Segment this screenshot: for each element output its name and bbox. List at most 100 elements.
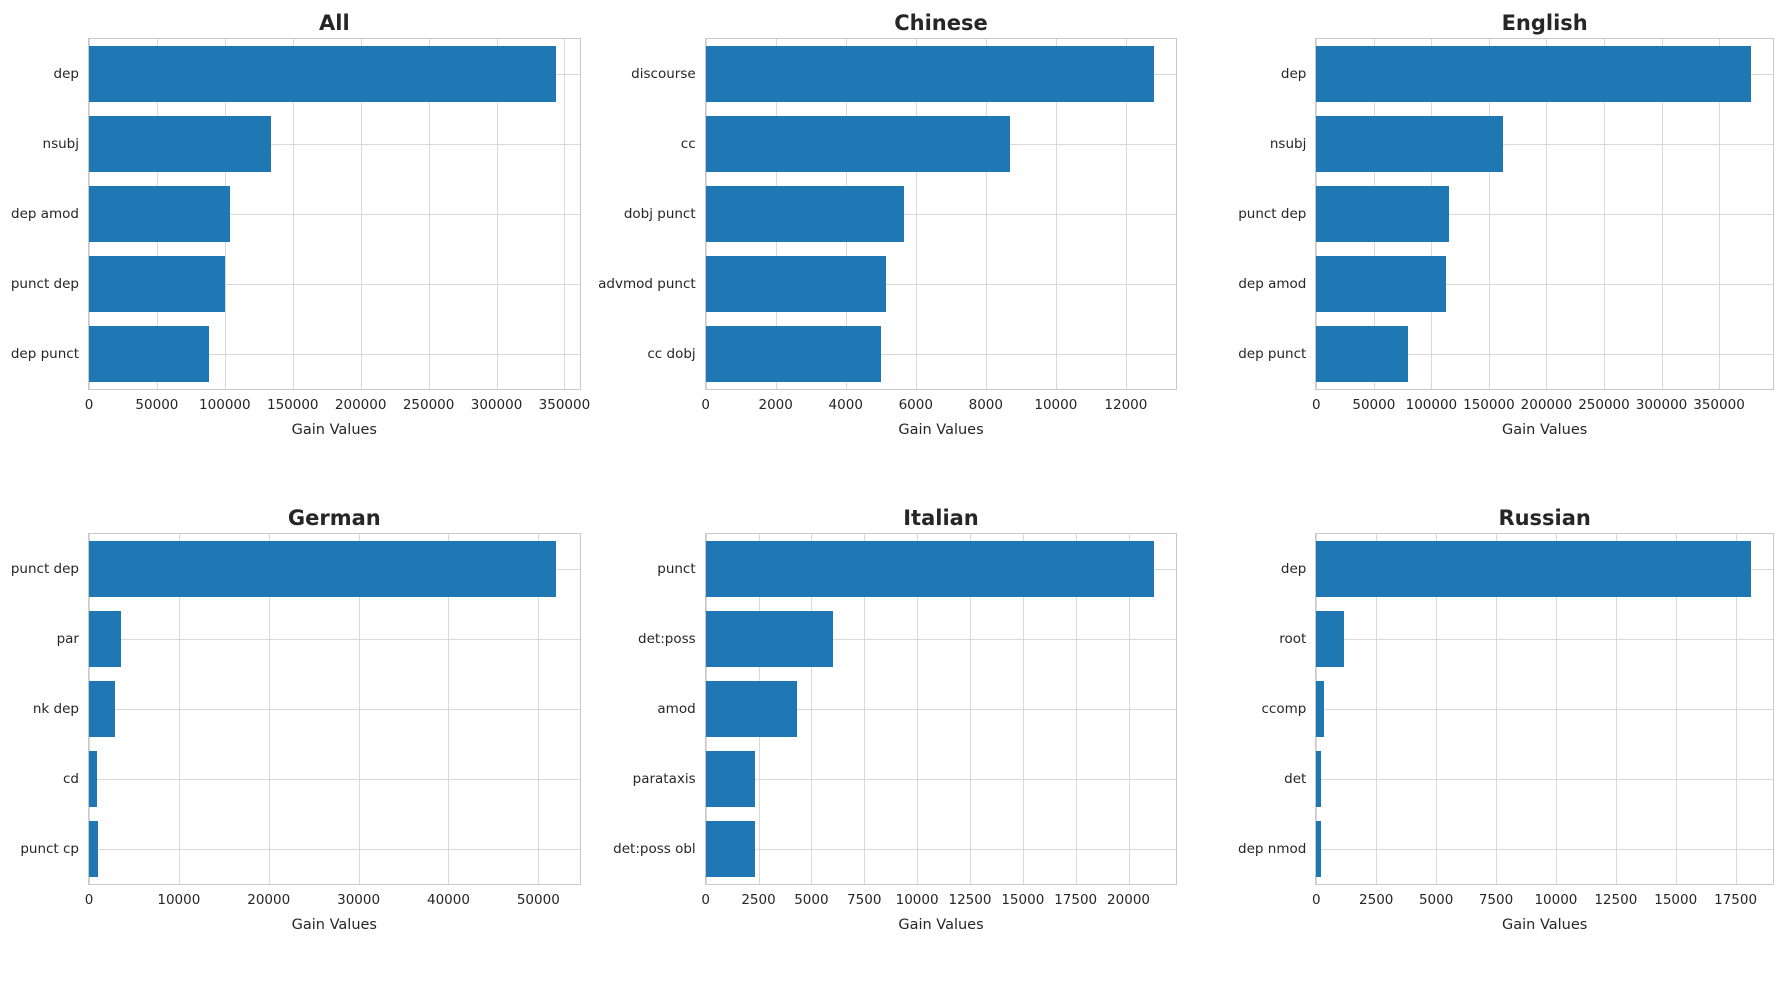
x-tick-label: 15000 — [1654, 891, 1698, 908]
y-category-label: dobj punct — [623, 206, 696, 222]
chart-panel-german: German 0 10000 20000 30000 40000 50000 punct d… — [0, 495, 597, 989]
gridline-horizontal — [89, 284, 580, 285]
bar-punct-dep — [89, 540, 557, 597]
bar-cc-dobj — [705, 326, 881, 382]
x-tick-label: 250000 — [1578, 397, 1630, 413]
y-category-label: dep punct — [10, 346, 79, 362]
bar-dep-amod — [1316, 256, 1447, 312]
x-axis-label: Gain Values — [898, 422, 984, 438]
gridline-horizontal — [89, 848, 580, 850]
gridline-horizontal — [705, 708, 1177, 710]
x-tick-label: 100000 — [199, 397, 251, 413]
chart-title: All — [319, 11, 350, 35]
x-tick-label: 150000 — [1463, 397, 1515, 413]
x-tick-label: 10000 — [1034, 397, 1078, 413]
x-tick-label: 20000 — [247, 891, 291, 908]
y-category-label: det — [1284, 770, 1307, 787]
bar-advmod-punct — [705, 256, 886, 312]
y-category-label: root — [1279, 630, 1307, 647]
gridline-horizontal — [705, 284, 1177, 285]
bar-discourse — [705, 46, 1154, 102]
x-tick-label: 300000 — [1635, 397, 1688, 413]
x-tick-label: 6000 — [898, 397, 933, 413]
x-tick-label: 50000 — [1352, 397, 1396, 413]
x-tick-label: 350000 — [1693, 397, 1745, 413]
y-category-label: dep — [1280, 66, 1307, 82]
y-category-label: dep nmod — [1238, 840, 1307, 857]
gridline-horizontal — [89, 354, 580, 355]
bar-det — [1316, 750, 1322, 807]
gridline-horizontal — [1316, 638, 1773, 640]
x-tick-label: 8000 — [968, 397, 1003, 413]
chart-panel-russian: Russian 0 2500 5000 7500 10000 12500 15000 1750… — [1193, 495, 1790, 989]
bar-punct-dep — [89, 256, 225, 312]
x-tick-label: 2500 — [1359, 891, 1394, 908]
bar-det-poss — [705, 610, 833, 667]
y-category-label: nsubj — [1269, 136, 1307, 152]
gridline-horizontal — [1316, 144, 1773, 145]
x-tick-label: 0 — [84, 397, 94, 413]
gridline-horizontal — [1316, 284, 1773, 285]
plot-area: 0 2000 4000 6000 8000 10000 12000 discourse cc do… — [598, 38, 1178, 413]
bar-dep-amod — [89, 186, 231, 242]
x-axis-label: Gain Values — [1502, 422, 1588, 438]
bar-parataxis — [705, 750, 756, 807]
y-category-label: punct cp — [20, 840, 79, 857]
bar-punct-dep — [1316, 186, 1449, 242]
chart-title: Russian — [1498, 505, 1591, 530]
bar-dep-punct — [89, 326, 209, 382]
x-tick-label: 2000 — [758, 397, 793, 413]
y-category-label: discourse — [631, 66, 696, 82]
x-tick-label: 0 — [701, 891, 710, 908]
bar-root — [1316, 610, 1344, 667]
x-tick-label: 7500 — [1478, 891, 1514, 908]
bar-dep — [89, 46, 557, 102]
bar-amod — [705, 680, 797, 737]
bar-dep-punct — [1316, 326, 1409, 382]
x-tick-label: 0 — [84, 891, 94, 908]
y-category-label: cc — [680, 136, 696, 152]
y-category-label: parataxis — [632, 770, 696, 787]
x-tick-label: 200000 — [334, 397, 387, 413]
x-tick-label: 12500 — [948, 891, 992, 908]
x-tick-label: 15000 — [1001, 891, 1045, 908]
x-tick-label: 40000 — [426, 891, 470, 908]
plot-area: 0 2500 5000 7500 10000 12500 15000 17500 dep root… — [1238, 532, 1774, 908]
x-tick-label: 10000 — [895, 891, 939, 908]
bar-punct — [705, 540, 1154, 597]
y-category-label: dep — [53, 66, 79, 82]
plot-area: 0 50000 100000 150000 200000 250000 300000 3500… — [1238, 38, 1774, 413]
x-tick-label: 200000 — [1520, 397, 1573, 413]
x-tick-label: 300000 — [470, 397, 523, 413]
y-category-label: punct dep — [10, 560, 79, 577]
bar-ccomp — [1316, 680, 1324, 737]
gridline-horizontal — [705, 638, 1177, 640]
bar-nsubj — [89, 116, 272, 172]
bar-cc — [705, 116, 1011, 172]
chart-panel-all: All 0 50000 100000 150000 200000 250000 300000… — [0, 0, 597, 495]
x-tick-label: 0 — [701, 397, 710, 413]
y-category-label: det:poss — [638, 630, 696, 647]
gridline-horizontal — [89, 778, 580, 780]
y-category-label: nk dep — [32, 700, 79, 717]
chart-title: Chinese — [894, 11, 988, 35]
x-tick-label: 10000 — [157, 891, 201, 908]
x-tick-label: 10000 — [1534, 891, 1578, 908]
gridline-horizontal — [89, 708, 580, 710]
gridline-horizontal — [1316, 848, 1773, 850]
x-tick-label: 2500 — [741, 891, 776, 908]
x-tick-label: 0 — [1312, 891, 1321, 908]
x-tick-label: 250000 — [402, 397, 455, 413]
chart-panel-english: English 0 50000 100000 150000 200000 250000 30… — [1193, 0, 1790, 495]
plot-area: 0 2500 5000 7500 10000 12500 15000 17500 20000 pu… — [613, 532, 1178, 908]
gridline-horizontal — [705, 214, 1177, 215]
x-tick-label: 17500 — [1714, 891, 1758, 908]
gridline-horizontal — [89, 638, 580, 640]
y-category-label: punct dep — [1238, 206, 1307, 222]
bar-nsubj — [1316, 116, 1503, 172]
x-tick-label: 12000 — [1104, 397, 1148, 413]
gridline-horizontal — [1316, 708, 1773, 710]
x-tick-label: 50000 — [516, 891, 560, 908]
y-category-label: amod — [657, 700, 696, 717]
y-category-label: cd — [63, 770, 79, 787]
